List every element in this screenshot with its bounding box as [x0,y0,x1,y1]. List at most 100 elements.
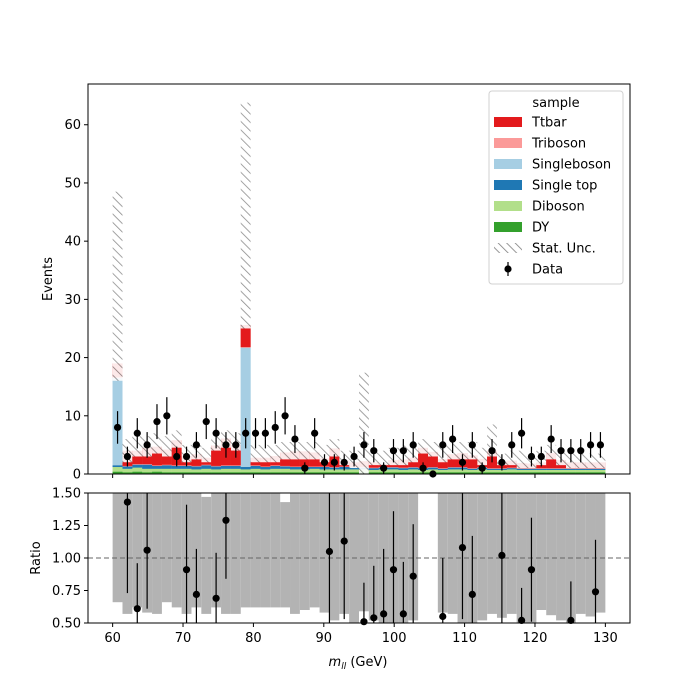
ratio-band-bin [230,493,241,614]
bar-segment-overlay [152,465,162,466]
data-point [399,447,407,455]
ratio-band-bin [211,493,222,608]
bar-segment-overlay [575,472,586,474]
stat-unc-bin [250,444,261,463]
bar-segment-overlay [161,456,172,465]
data-point [439,441,447,449]
bar-segment-overlay [368,465,379,468]
bar-segment-overlay [526,468,537,470]
bar-segment-overlay [556,468,566,469]
bar-segment-overlay [309,466,320,468]
bar-segment-overlay [388,465,399,468]
data-point [291,435,299,443]
ratio-band-bin [595,493,606,613]
bar-segment-overlay [191,466,202,470]
bar-segment-overlay [506,468,517,470]
data-point [192,441,200,449]
bar-segment-overlay [290,467,300,470]
bar-segment-overlay [536,468,547,470]
bar-segment-overlay [240,347,251,348]
bar-segment-overlay [447,472,458,474]
data-point [389,447,398,455]
stat-unc-bin [319,444,330,463]
bar-segment-overlay [506,469,517,473]
bar-segment-overlay [467,459,478,469]
data-point [212,429,220,437]
bar-segment-overlay [309,467,320,469]
y-tick-label: 50 [64,176,81,191]
ratio-band-bin [575,493,586,614]
ratio-band-bin [506,493,517,614]
ratio-point [591,588,600,596]
bar-segment-overlay [280,459,291,466]
x-tick-label: 60 [104,631,121,646]
legend-label: Diboson [532,200,585,215]
bar-segment-overlay [595,468,606,469]
ratio-point [222,516,230,524]
ratio-point [439,612,447,621]
bar-segment-overlay [240,347,251,468]
bar-segment-overlay [132,464,143,465]
ratio-point [182,566,191,574]
ratio-band-bin [319,493,330,613]
bar-segment-overlay [201,465,212,469]
bar-segment-overlay [546,472,557,474]
legend-swatch [494,180,522,190]
bar-segment-overlay [516,472,527,474]
bar-segment-overlay [112,465,123,468]
bar-segment-overlay [221,465,231,469]
legend-label: Singleboson [532,158,611,173]
stat-unc-bin [201,447,212,463]
ratio-band-bin [309,493,320,608]
data-points [113,397,605,478]
bar-segment-overlay [487,472,497,474]
bar-segment-overlay [398,468,409,470]
data-point [133,429,141,437]
bar-segment-overlay [585,468,596,470]
bar-segment-overlay [171,468,182,473]
ratio-band-bin [546,493,557,616]
bar-segment-overlay [270,465,281,466]
bar-segment-overlay [260,462,271,467]
bar-segment-overlay [437,469,448,473]
bar-segment-overlay [211,469,222,473]
bar-segment-overlay [487,468,497,469]
data-point [350,452,358,461]
bar-segment-overlay [368,469,379,473]
legend-label: Triboson [531,137,586,152]
bar-segment-overlay [280,465,291,467]
stat-unc-bin [516,450,527,469]
bar-segment-overlay [329,469,340,473]
bar-segment-overlay [516,468,527,470]
ratio-y-tick-label: 1.25 [52,519,81,534]
bar-segment-overlay [280,472,291,474]
bar-segment-overlay [339,469,350,473]
bar-segment-overlay [132,456,143,465]
bar-segment-overlay [122,466,133,469]
bar-segment-overlay [565,468,576,470]
x-tick-label: 110 [452,631,477,646]
data-point [449,435,457,443]
ratio-band-bin [201,496,212,614]
bar-segment-overlay [418,453,428,468]
data-point [153,418,161,426]
legend-label: Single top [532,179,597,194]
legend-swatch [494,201,522,211]
ratio-band-bin [487,493,497,614]
bar-segment-overlay [230,465,241,466]
stat-unc-bin [171,430,182,448]
bar-segment-overlay [250,472,261,474]
data-point [537,452,545,461]
x-tick-label: 130 [593,631,618,646]
bar-segment-overlay [526,468,537,469]
bar-segment-overlay [132,467,143,472]
ratio-point [518,616,526,625]
ratio-point [212,594,220,602]
bar-segment-overlay [221,472,231,474]
bar-segment-overlay [142,464,153,465]
bar-segment-overlay [349,468,359,470]
data-point [498,458,506,466]
ratio-point [567,616,575,625]
ratio-point [325,547,334,556]
bar-segment-overlay [526,472,537,474]
